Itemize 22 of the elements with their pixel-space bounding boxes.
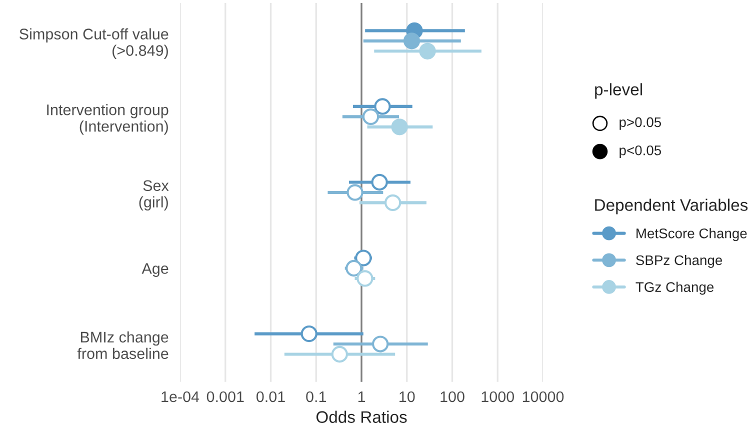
x-tick-label: 10 <box>400 391 415 402</box>
y-tick-label: Intervention group (Intervention) <box>47 104 168 135</box>
x-tick-label: 1000 <box>482 391 514 402</box>
text: p<0.05 <box>620 145 662 158</box>
y-tick-label: Sex (girl) <box>139 180 169 211</box>
legend-label: SBPz Change <box>636 254 722 268</box>
x-tick-label: 0.01 <box>256 391 285 402</box>
text: p-level <box>595 83 642 99</box>
y-tick-label: Simpson Cut-off value (>0.849) <box>20 28 168 59</box>
y-tick-label: Age <box>142 263 168 277</box>
x-tick-label: 0.001 <box>206 391 244 402</box>
legend-title: Dependent Variables <box>595 198 748 214</box>
legend-label: TGz Change <box>636 282 714 295</box>
legend-label: MetScore Change <box>636 228 747 242</box>
x-tick-label: 1 <box>358 391 366 402</box>
x-axis-title: Odds Ratios <box>316 410 407 423</box>
y-tick-label: BMIz change from baseline <box>77 331 168 360</box>
x-tick-label: 1e-04 <box>162 391 200 402</box>
x-tick-label: 0.1 <box>306 391 326 402</box>
x-tick-label: 100 <box>440 391 464 402</box>
x-tick-label: 10000 <box>522 391 564 402</box>
text: p>0.05 <box>620 117 662 130</box>
